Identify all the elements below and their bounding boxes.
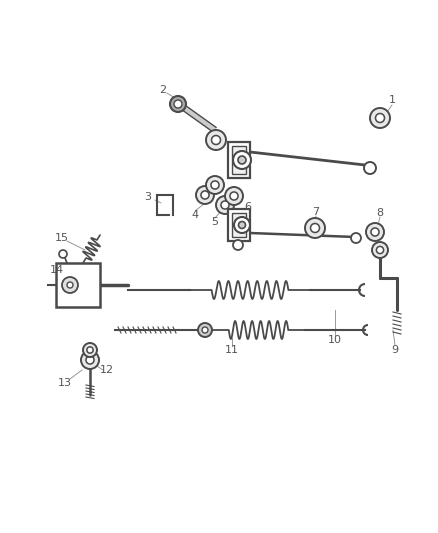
Text: 3: 3 [145, 192, 152, 202]
Circle shape [238, 156, 246, 164]
Circle shape [206, 176, 224, 194]
Circle shape [62, 277, 78, 293]
Circle shape [233, 240, 243, 250]
Circle shape [201, 191, 209, 199]
Circle shape [81, 351, 99, 369]
Text: 15: 15 [55, 233, 69, 243]
Text: 9: 9 [392, 345, 399, 355]
Circle shape [372, 242, 388, 258]
Circle shape [239, 222, 246, 229]
Circle shape [234, 217, 250, 233]
Circle shape [233, 151, 251, 169]
Circle shape [375, 114, 385, 123]
Circle shape [174, 100, 182, 108]
Text: 12: 12 [100, 365, 114, 375]
Circle shape [216, 196, 234, 214]
Circle shape [83, 343, 97, 357]
Circle shape [198, 323, 212, 337]
Circle shape [67, 282, 73, 288]
Text: 1: 1 [389, 95, 396, 105]
Circle shape [225, 187, 243, 205]
Circle shape [221, 201, 229, 209]
Circle shape [211, 181, 219, 189]
Circle shape [366, 223, 384, 241]
Circle shape [311, 223, 319, 232]
Circle shape [86, 356, 94, 364]
Circle shape [364, 162, 376, 174]
Circle shape [305, 218, 325, 238]
Text: 10: 10 [328, 335, 342, 345]
Circle shape [376, 246, 384, 254]
Text: 8: 8 [376, 208, 384, 218]
Circle shape [202, 327, 208, 333]
Circle shape [196, 186, 214, 204]
Bar [228, 142, 250, 178]
Text: 4: 4 [191, 210, 198, 220]
Circle shape [371, 228, 379, 236]
Circle shape [59, 250, 67, 258]
Circle shape [170, 96, 186, 112]
Circle shape [87, 347, 93, 353]
Bar [228, 209, 250, 241]
Text: 11: 11 [225, 345, 239, 355]
Text: 7: 7 [312, 207, 320, 217]
Circle shape [212, 135, 220, 144]
Circle shape [351, 233, 361, 243]
Text: 5: 5 [212, 217, 219, 227]
Text: 14: 14 [50, 265, 64, 275]
Circle shape [370, 108, 390, 128]
Text: 2: 2 [159, 85, 166, 95]
Circle shape [230, 192, 238, 200]
Bar [232, 213, 246, 237]
Bar [232, 146, 246, 174]
Text: 13: 13 [58, 378, 72, 388]
Circle shape [206, 130, 226, 150]
Bar [56, 263, 100, 307]
Text: 6: 6 [244, 202, 251, 212]
